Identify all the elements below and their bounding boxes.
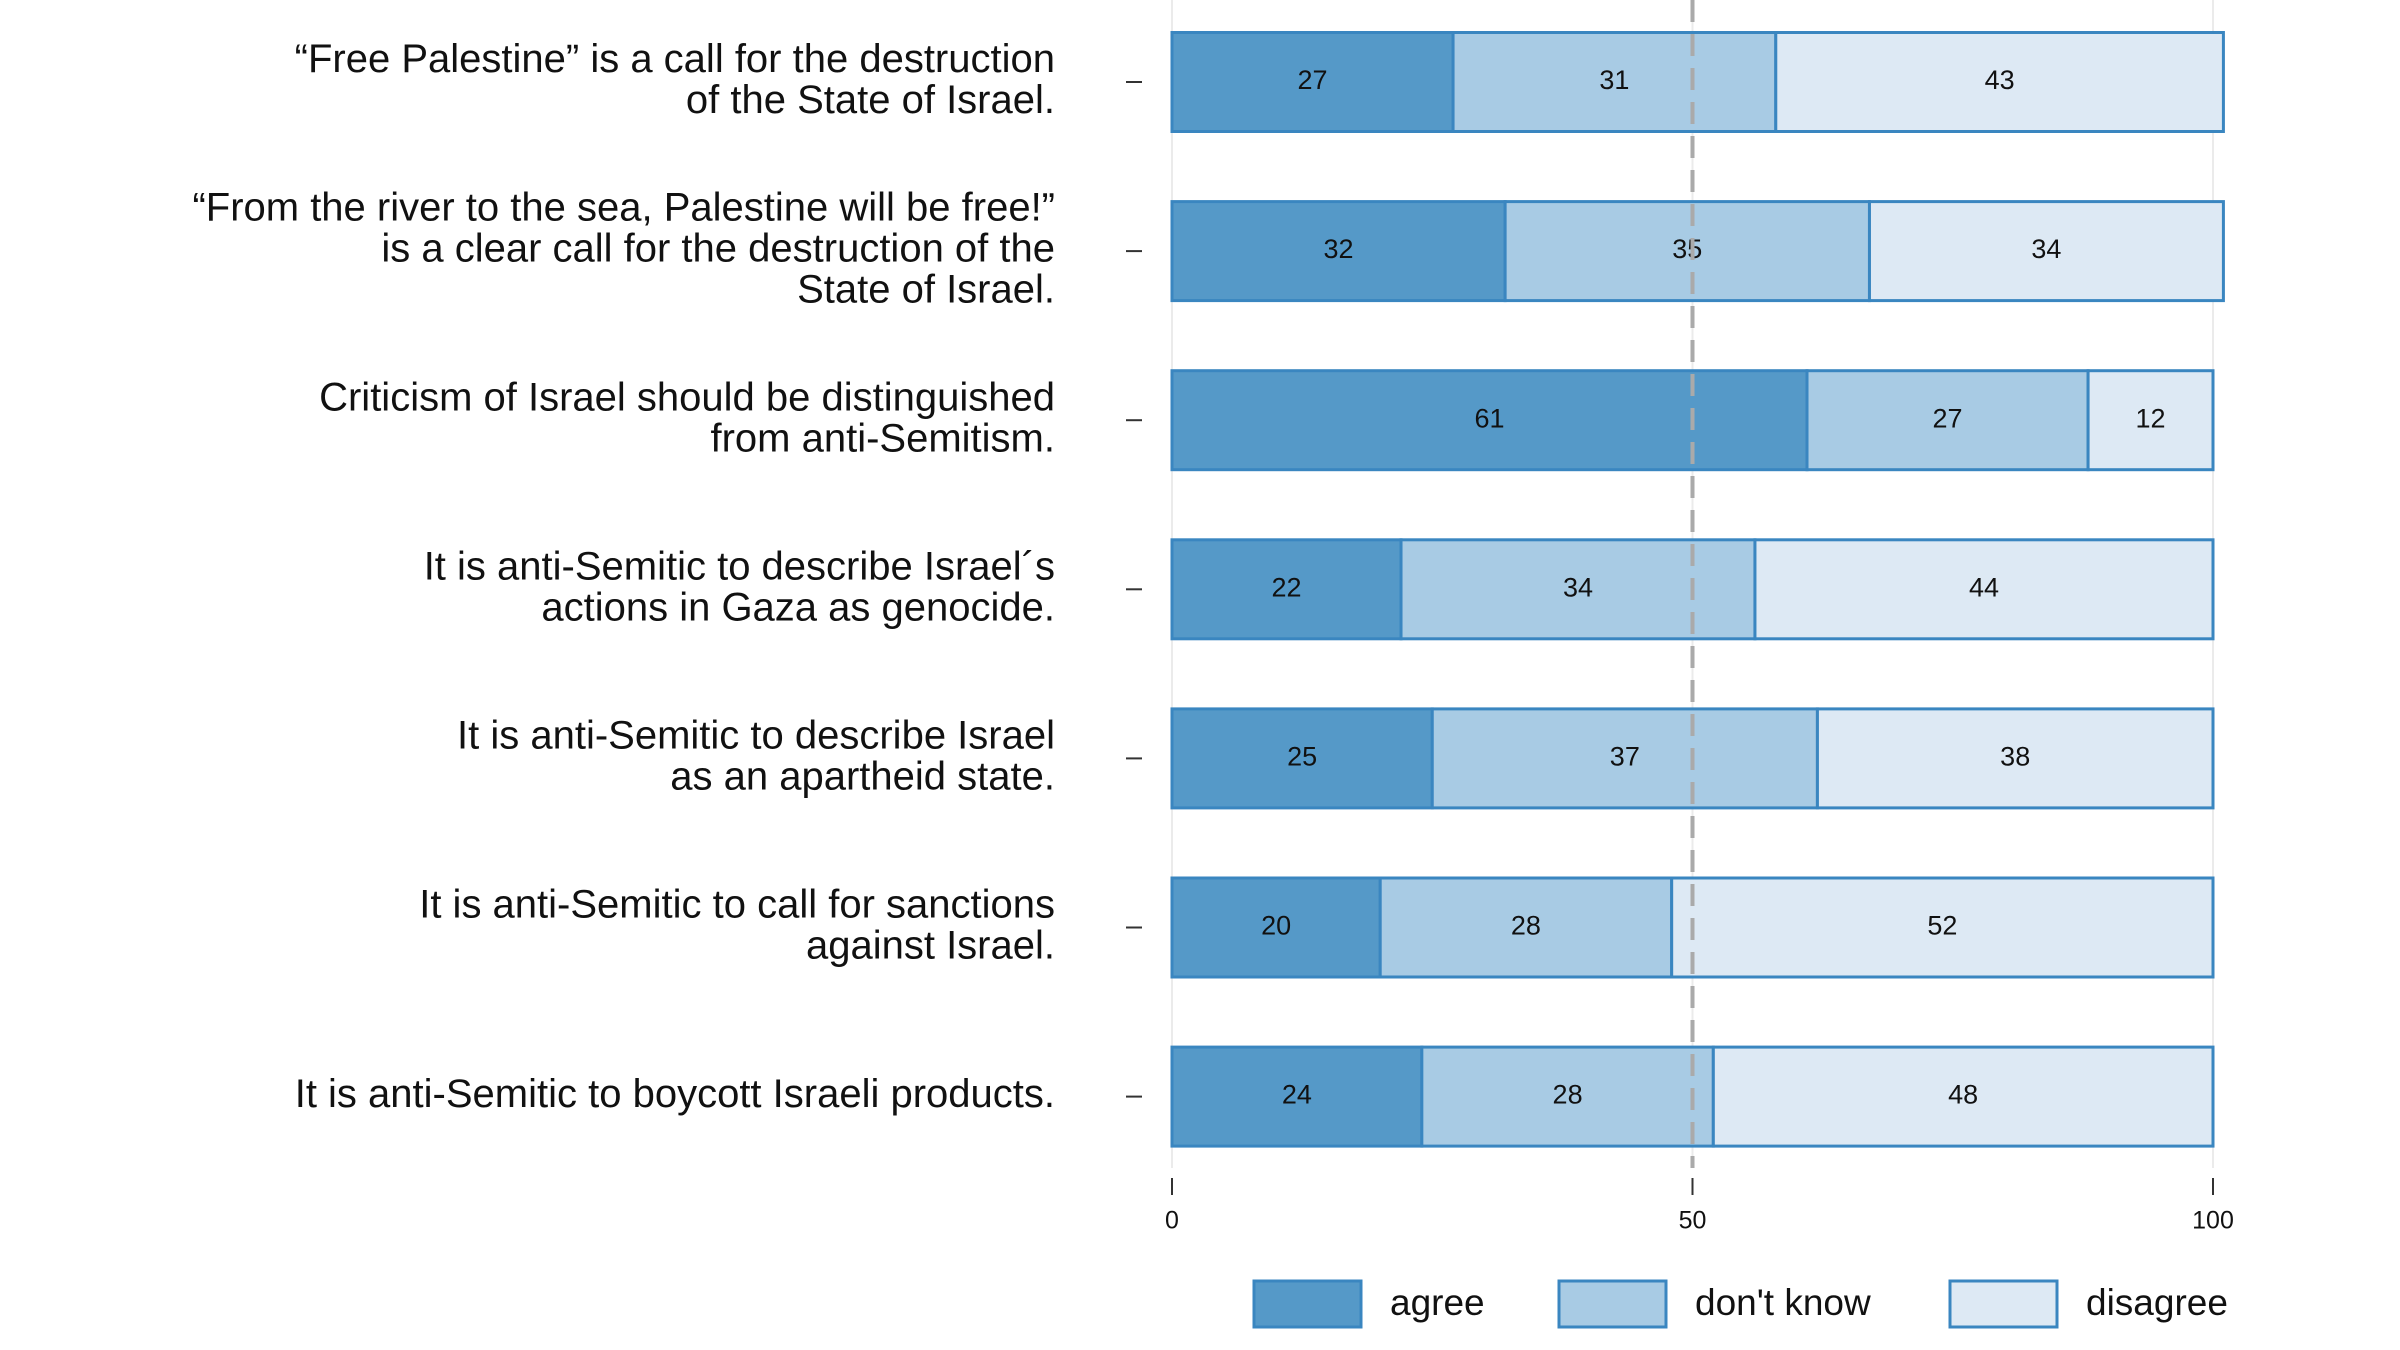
legend-label: agree <box>1390 1282 1485 1323</box>
bar-segment <box>1774 31 2225 133</box>
value-label: 28 <box>1553 1080 1583 1110</box>
legend-swatch <box>1252 1279 1363 1329</box>
value-label: 37 <box>1610 742 1640 772</box>
category-label: It is anti-Semitic to describe Israel <box>457 713 1055 757</box>
bar-segment <box>1503 200 1871 303</box>
bar-segment <box>1420 1045 1715 1148</box>
category-label: State of Israel. <box>797 268 1055 312</box>
bar-segment <box>1815 707 2215 810</box>
bar-segment <box>1670 876 2215 979</box>
category-label: as an apartheid state. <box>670 754 1055 798</box>
bar-segment <box>1867 200 2225 303</box>
value-label: 38 <box>2000 742 2030 772</box>
bar-segment <box>1451 31 1778 133</box>
bar-segment <box>1378 876 1674 979</box>
value-label: 61 <box>1474 403 1504 433</box>
value-label: 12 <box>2136 403 2166 433</box>
value-label: 20 <box>1261 911 1291 941</box>
x-tick-label: 100 <box>2192 1207 2234 1235</box>
bar-segment <box>1430 707 1819 810</box>
legend-swatch <box>1557 1279 1668 1329</box>
bar-segment <box>1711 1045 2215 1148</box>
bar-segment <box>1753 538 2215 641</box>
category-label: actions in Gaza as genocide. <box>541 585 1055 629</box>
bar-segment <box>1399 538 1757 641</box>
value-label: 44 <box>1969 572 1999 602</box>
bar-segment <box>2086 369 2215 472</box>
value-label: 43 <box>1985 65 2015 95</box>
x-tick-label: 50 <box>1679 1207 1707 1235</box>
bar-segment <box>1170 876 1382 979</box>
value-label: 34 <box>2031 234 2061 264</box>
legend-label: don't know <box>1695 1282 1871 1323</box>
value-label: 27 <box>1298 65 1328 95</box>
value-label: 24 <box>1282 1080 1312 1110</box>
category-label: against Israel. <box>806 924 1055 968</box>
category-label: It is anti-Semitic to describe Israel´s <box>424 544 1055 588</box>
category-label: “From the river to the sea, Palestine wi… <box>192 186 1055 230</box>
category-label: of the State of Israel. <box>686 78 1055 122</box>
legend-label: disagree <box>2086 1282 2228 1323</box>
category-label: “Free Palestine” is a call for the destr… <box>295 37 1055 81</box>
value-label: 28 <box>1511 911 1541 941</box>
value-label: 32 <box>1324 234 1354 264</box>
bar-segment <box>1805 369 2090 472</box>
value-label: 35 <box>1672 234 1702 264</box>
bar-segment <box>1170 31 1455 133</box>
value-label: 34 <box>1563 572 1593 602</box>
category-label: It is anti-Semitic to boycott Israeli pr… <box>295 1072 1055 1116</box>
value-label: 25 <box>1287 742 1317 772</box>
bar-segment <box>1170 707 1434 810</box>
value-label: 48 <box>1948 1080 1978 1110</box>
category-label: It is anti-Semitic to call for sanctions <box>419 883 1055 927</box>
category-label: from anti-Semitism. <box>711 416 1056 460</box>
category-label: Criticism of Israel should be distinguis… <box>319 375 1055 419</box>
value-label: 27 <box>1933 403 1963 433</box>
legend-swatch <box>1948 1279 2059 1329</box>
value-label: 31 <box>1599 65 1629 95</box>
bar-segment <box>1170 369 1809 472</box>
category-label: is a clear call for the destruction of t… <box>381 227 1055 271</box>
value-label: 52 <box>1927 911 1957 941</box>
value-label: 22 <box>1271 572 1301 602</box>
x-tick-label: 0 <box>1165 1207 1179 1235</box>
bar-segment <box>1170 1045 1424 1148</box>
